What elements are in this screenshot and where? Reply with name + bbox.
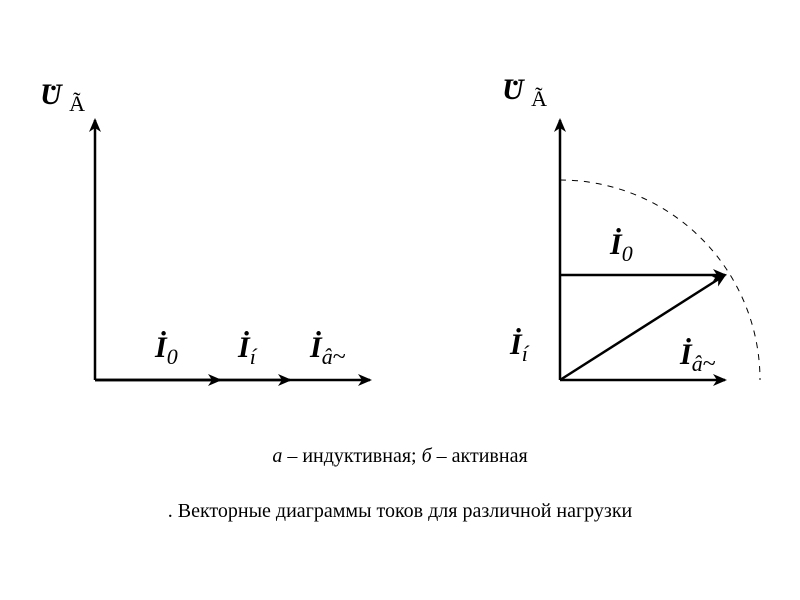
sym-U-sub: Ã — [69, 91, 85, 116]
caption-line-1: а – индуктивная; б – активная — [0, 445, 800, 468]
right-label-I0: İ0 — [610, 230, 633, 265]
sym-Iav-sub: â — [692, 351, 703, 376]
caption-mid: – индуктивная; — [282, 445, 421, 467]
sym-I: İ — [610, 228, 622, 261]
sym-I: İ — [310, 331, 322, 364]
caption-b: б — [422, 445, 432, 467]
sym-I: İ — [155, 331, 167, 364]
left-label-Ii: İí — [238, 333, 256, 368]
caption-end: – активная — [432, 445, 528, 467]
right-arc — [560, 180, 760, 380]
caption-a: а — [272, 445, 282, 467]
sym-I: İ — [510, 328, 522, 361]
sym-Iav-sub: â — [322, 344, 333, 369]
tilde: ~ — [703, 351, 716, 377]
left-label-I0: İ0 — [155, 333, 178, 368]
sym-I0-sub: 0 — [167, 344, 178, 369]
right-label-U: . U Ã — [502, 75, 547, 110]
sym-I: İ — [238, 331, 250, 364]
right-label-Iav: İâ~ — [680, 340, 716, 376]
caption-text-2: . Векторные диаграммы токов для различно… — [168, 500, 633, 522]
left-label-U: . U Ã — [40, 80, 85, 115]
sym-Ii-sub: í — [250, 344, 256, 369]
sym-U-sub: Ã — [531, 86, 547, 111]
caption-line-2: . Векторные диаграммы токов для различно… — [0, 500, 800, 523]
sym-Ii-sub: í — [522, 341, 528, 366]
sym-I0-sub: 0 — [622, 241, 633, 266]
tilde: ~ — [333, 344, 346, 370]
diagram-canvas: { "figure": { "type": "vector-diagram", … — [0, 0, 800, 600]
sym-I: İ — [680, 338, 692, 371]
right-label-Ii: İí — [510, 330, 528, 365]
left-label-Iav: İâ~ — [310, 333, 346, 369]
